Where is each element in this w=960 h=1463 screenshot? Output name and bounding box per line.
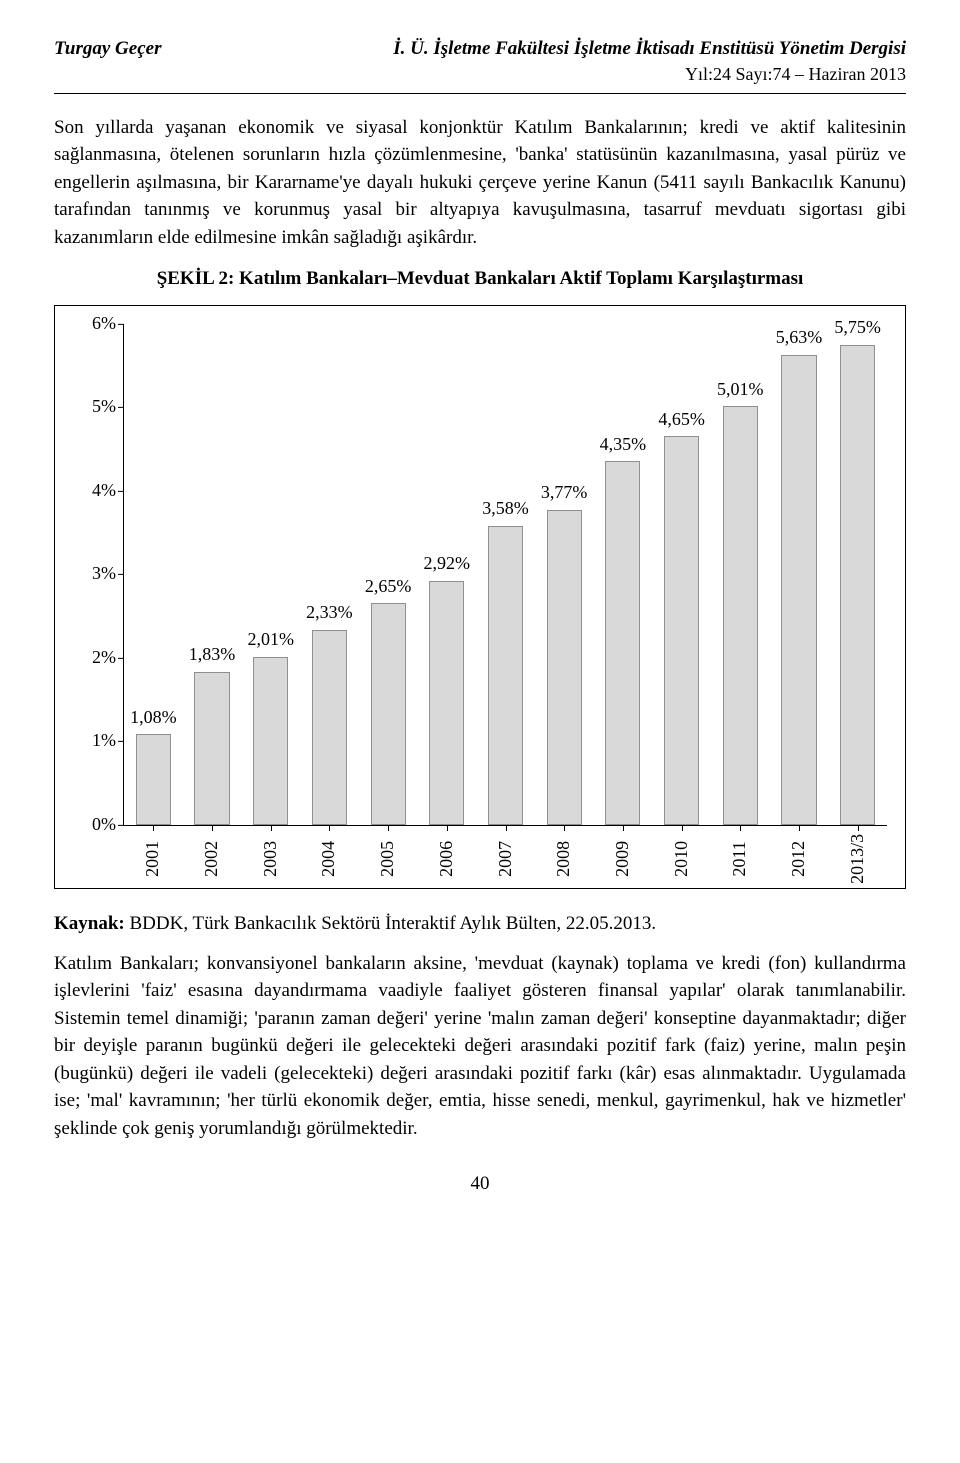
chart-bar: 2,65% bbox=[371, 603, 406, 824]
figure-source: Kaynak: BDDK, Türk Bankacılık Sektörü İn… bbox=[54, 911, 906, 936]
x-category-label: 2003 bbox=[259, 841, 283, 877]
bar-value-label: 1,08% bbox=[130, 706, 177, 730]
chart-plot-area: 0%1%2%3%4%5%6%1,08%20011,83%20022,01%200… bbox=[123, 324, 887, 826]
source-label: Kaynak: bbox=[54, 913, 125, 934]
x-category-label: 2012 bbox=[787, 841, 811, 877]
x-tick bbox=[388, 825, 389, 831]
x-category-label: 2007 bbox=[494, 841, 518, 877]
figure-title: ŞEKİL 2: Katılım Bankaları–Mevduat Banka… bbox=[54, 266, 906, 291]
bar-value-label: 1,83% bbox=[189, 643, 236, 667]
bar-value-label: 2,92% bbox=[424, 552, 471, 576]
chart-bar: 3,58% bbox=[488, 526, 523, 825]
chart-bar: 5,75% bbox=[840, 345, 875, 825]
bar-value-label: 2,01% bbox=[247, 628, 294, 652]
page-header: Turgay Geçer İ. Ü. İşletme Fakültesi İşl… bbox=[54, 36, 906, 87]
y-tick: 2% bbox=[72, 646, 116, 670]
page-number: 40 bbox=[54, 1171, 906, 1196]
x-tick bbox=[564, 825, 565, 831]
chart-container: 0% 1% 2% 3% 4% 5% 6% 1,08% 2001 1,83% 2002 2,01% 200… bbox=[54, 305, 906, 889]
bar-value-label: 3,77% bbox=[541, 481, 588, 505]
x-tick bbox=[153, 825, 154, 831]
x-tick bbox=[740, 825, 741, 831]
x-category-label: 2004 bbox=[318, 841, 342, 877]
x-tick bbox=[506, 825, 507, 831]
chart-bar: 1,08% bbox=[136, 734, 171, 824]
bar-chart: 0%1%2%3%4%5%6%1,08%20011,83%20022,01%200… bbox=[63, 320, 897, 880]
y-tick: 3% bbox=[72, 562, 116, 586]
x-category-label: 2011 bbox=[728, 841, 752, 876]
bar-value-label: 4,65% bbox=[658, 408, 705, 432]
chart-bar: 2,92% bbox=[429, 581, 464, 825]
bar-value-label: 4,35% bbox=[600, 433, 647, 457]
x-category-label: 2002 bbox=[200, 841, 224, 877]
x-category-label: 2010 bbox=[670, 841, 694, 877]
bar-value-label: 5,75% bbox=[834, 316, 881, 340]
bar-value-label: 5,63% bbox=[776, 326, 823, 350]
bar-value-label: 2,33% bbox=[306, 601, 353, 625]
x-tick bbox=[329, 825, 330, 831]
x-tick bbox=[623, 825, 624, 831]
chart-bar: 1,83% bbox=[194, 672, 229, 825]
page: Turgay Geçer İ. Ü. İşletme Fakültesi İşl… bbox=[0, 0, 960, 1244]
x-tick bbox=[271, 825, 272, 831]
bar-value-label: 3,58% bbox=[482, 497, 529, 521]
chart-bar: 4,35% bbox=[605, 461, 640, 824]
x-tick bbox=[682, 825, 683, 831]
x-category-label: 2008 bbox=[552, 841, 576, 877]
x-tick bbox=[858, 825, 859, 831]
x-category-label: 2005 bbox=[376, 841, 400, 877]
chart-bar: 5,63% bbox=[781, 355, 816, 825]
paragraph-2: Katılım Bankaları; konvansiyonel bankala… bbox=[54, 950, 906, 1143]
x-tick bbox=[447, 825, 448, 831]
chart-bar: 2,33% bbox=[312, 630, 347, 825]
y-tick: 6% bbox=[72, 312, 116, 336]
header-rule bbox=[54, 93, 906, 94]
paragraph-1: Son yıllarda yaşanan ekonomik ve siyasal… bbox=[54, 114, 906, 252]
source-text: BDDK, Türk Bankacılık Sektörü İnteraktif… bbox=[125, 913, 656, 934]
chart-bar: 5,01% bbox=[723, 406, 758, 824]
x-tick bbox=[212, 825, 213, 831]
bar-value-label: 5,01% bbox=[717, 378, 764, 402]
x-category-label: 2013/3 bbox=[846, 834, 870, 884]
y-tick: 5% bbox=[72, 395, 116, 419]
y-tick: 0% bbox=[72, 813, 116, 837]
chart-bar: 4,65% bbox=[664, 436, 699, 824]
chart-bar: 3,77% bbox=[547, 510, 582, 825]
x-category-label: 2001 bbox=[141, 841, 165, 877]
x-category-label: 2009 bbox=[611, 841, 635, 877]
chart-plot-inner: 0%1%2%3%4%5%6%1,08%20011,83%20022,01%200… bbox=[124, 324, 887, 825]
header-journal: İ. Ü. İşletme Fakültesi İşletme İktisadı… bbox=[393, 36, 906, 61]
chart-bar: 2,01% bbox=[253, 657, 288, 825]
header-right: İ. Ü. İşletme Fakültesi İşletme İktisadı… bbox=[393, 36, 906, 87]
x-tick bbox=[799, 825, 800, 831]
header-author: Turgay Geçer bbox=[54, 36, 161, 61]
bar-value-label: 2,65% bbox=[365, 575, 412, 599]
header-issue: Yıl:24 Sayı:74 – Haziran 2013 bbox=[393, 63, 906, 87]
x-category-label: 2006 bbox=[435, 841, 459, 877]
y-tick: 1% bbox=[72, 729, 116, 753]
y-tick: 4% bbox=[72, 479, 116, 503]
